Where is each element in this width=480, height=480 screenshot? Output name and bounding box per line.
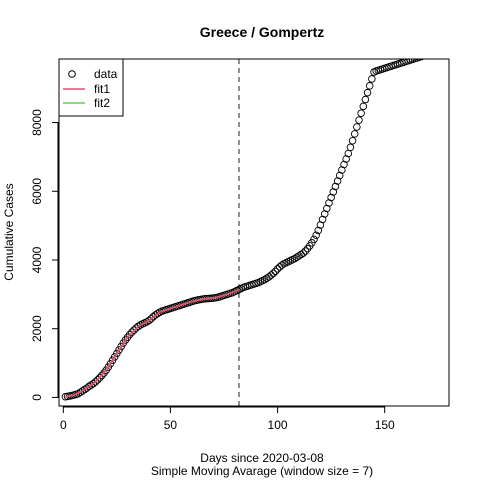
legend-data-marker <box>68 70 76 78</box>
data-point <box>153 309 162 318</box>
data-point <box>424 51 431 58</box>
data-point <box>312 231 320 239</box>
data-point <box>410 59 419 63</box>
legend-fit1-label: fit1 <box>94 82 110 96</box>
y-axis: 0 2000 4000 6000 8000 <box>30 109 59 401</box>
x-axis-label: Days since 2020-03-08 <box>200 451 324 465</box>
x-tick-label: 0 <box>60 418 67 432</box>
data-point <box>353 123 361 131</box>
data-point <box>421 59 426 60</box>
data-point <box>439 46 446 53</box>
y-axis-label: Cumulative Cases <box>2 183 16 280</box>
data-point <box>368 75 376 83</box>
chart-title: Greece / Gompertz <box>200 24 325 40</box>
data-point <box>278 261 286 269</box>
data-point <box>355 116 363 124</box>
data-point <box>422 52 429 59</box>
fit1-line <box>65 288 240 398</box>
legend: data fit1 fit2 <box>58 58 124 117</box>
data-point <box>350 130 359 138</box>
data-point <box>348 137 357 145</box>
legend-fit2-label: fit2 <box>94 96 110 110</box>
data-point <box>310 235 318 244</box>
data-point <box>145 316 153 325</box>
data-point <box>344 149 353 158</box>
data-point <box>267 271 275 279</box>
data-point <box>431 49 438 56</box>
data-point <box>429 50 436 57</box>
data-point <box>357 109 365 118</box>
legend-box <box>58 58 124 117</box>
data-point <box>359 102 368 111</box>
data-point <box>426 51 433 58</box>
data-point <box>125 330 134 339</box>
data-point <box>361 95 370 104</box>
data-point <box>301 247 310 255</box>
data-point <box>93 376 102 384</box>
data-point <box>299 249 308 257</box>
data-point <box>437 47 444 54</box>
y-tick-label: 6000 <box>30 178 44 205</box>
data-point <box>271 267 280 276</box>
data-point <box>418 59 425 61</box>
y-tick-label: 8000 <box>30 109 44 136</box>
x-axis: 0 50 100 150 <box>60 406 395 432</box>
data-point <box>413 59 421 62</box>
data-point <box>269 269 278 278</box>
legend-data-label: data <box>94 67 118 81</box>
data-point <box>433 48 440 55</box>
y-tick-label: 0 <box>30 394 44 401</box>
data-point <box>363 88 372 97</box>
data-point <box>435 48 442 55</box>
data-point <box>91 378 100 386</box>
data-point <box>147 314 155 323</box>
data-point <box>273 265 282 273</box>
data-point <box>346 143 355 152</box>
data-point <box>98 371 106 380</box>
plot-area <box>61 46 446 406</box>
plot-frame <box>58 58 450 407</box>
data-point <box>130 326 138 334</box>
data-point <box>134 322 143 331</box>
x-axis-sublabel: Simple Moving Avarage (window size = 7) <box>151 464 373 478</box>
x-tick-label: 150 <box>375 418 395 432</box>
data-point <box>365 82 374 90</box>
y-tick-label: 4000 <box>30 246 44 273</box>
data-point <box>415 59 423 62</box>
data-point <box>89 379 98 388</box>
y-tick-label: 2000 <box>30 315 44 342</box>
x-tick-label: 50 <box>164 418 178 432</box>
data-point <box>128 328 136 336</box>
x-tick-label: 100 <box>268 418 288 432</box>
data-point <box>95 374 104 382</box>
